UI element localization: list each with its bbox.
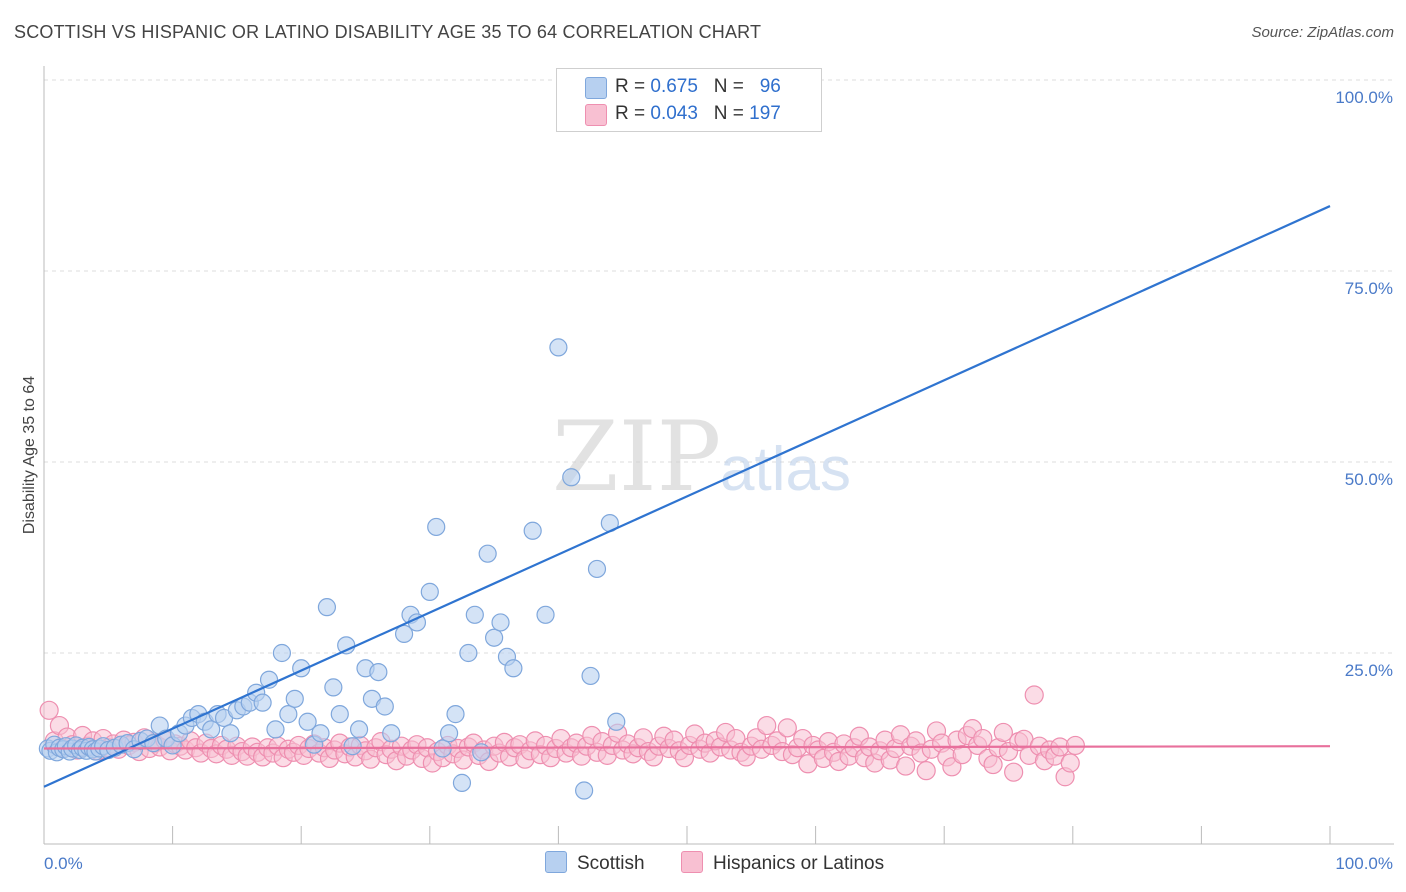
scottish-point [221, 724, 240, 743]
y-tick-label: 75.0% [1345, 279, 1393, 298]
scottish-point [491, 613, 510, 632]
legend-r-label: R = [615, 76, 651, 97]
scottish-point [394, 624, 414, 644]
legend-swatch-hispanic [585, 104, 607, 126]
scottish-point [298, 712, 317, 731]
x-tick-label: 100.0% [1335, 854, 1393, 873]
hispanic-point [896, 756, 916, 776]
trend-lines [43, 205, 1331, 788]
scottish-point [420, 582, 439, 601]
hispanic-point [1065, 735, 1085, 756]
scottish-point [581, 666, 600, 686]
scottish-point [279, 705, 298, 724]
scottish-point [202, 720, 221, 739]
scottish-point [478, 544, 497, 563]
scottish-point [446, 705, 465, 724]
hispanic-point [1024, 685, 1044, 705]
stats-legend: R = 0.675 N = 96 R = 0.043 N = 197 [556, 68, 822, 132]
scottish-point [523, 521, 542, 540]
scottish-point [549, 338, 568, 357]
hispanic-point [757, 715, 777, 736]
scottish-point [382, 724, 401, 743]
scottish-point [575, 781, 594, 800]
scottish-point [472, 743, 491, 762]
scottish-point [343, 737, 362, 756]
scottish-trend-line [43, 205, 1331, 788]
hispanic-point [952, 745, 972, 765]
grid-lines [44, 79, 1394, 654]
bottom-legend-swatch-scottish [545, 851, 567, 873]
legend-n-label: N = [713, 103, 750, 124]
scottish-point [324, 678, 343, 697]
bottom-legend-scottish: Scottish [545, 851, 645, 875]
scottish-point [266, 720, 285, 739]
bottom-legend-hispanic: Hispanics or Latinos [681, 851, 884, 875]
scottish-point [504, 659, 523, 678]
scottish-point [330, 705, 349, 724]
hispanic-point [1060, 753, 1080, 773]
y-tick-label: 50.0% [1345, 470, 1393, 489]
watermark-atlas: atlas [720, 435, 851, 504]
hispanic-trend-line [43, 745, 1331, 750]
legend-r-value-hispanic: 0.043 [650, 103, 698, 124]
scottish-point [536, 605, 555, 624]
y-tick-label: 25.0% [1345, 661, 1393, 680]
scottish-point [311, 724, 330, 743]
source-label: Source: ZipAtlas.com [1251, 24, 1394, 41]
hispanic-point [1004, 762, 1024, 782]
legend-n-value-scottish: 96 [759, 76, 781, 97]
scottish-point [285, 689, 304, 708]
chart-title: SCOTTISH VS HISPANIC OR LATINO DISABILIT… [14, 22, 762, 42]
hispanic-point [777, 718, 797, 738]
bottom-legend-swatch-hispanic [681, 851, 703, 873]
x-tick-label: 0.0% [44, 854, 83, 873]
scottish-point [452, 773, 472, 792]
scottish-point [439, 724, 459, 743]
scottish-point [375, 697, 394, 716]
scottish-point [317, 598, 337, 617]
tick-labels: 25.0% 50.0% 75.0% 100.0% 0.0% 100.0% [44, 88, 1393, 873]
watermark-zip: ZIP [552, 401, 721, 513]
legend-r-label: R = [615, 103, 651, 124]
legend-r-value-scottish: 0.675 [650, 76, 698, 97]
hispanic-point [916, 761, 936, 781]
scottish-point [253, 693, 272, 712]
y-tick-label: 100.0% [1335, 88, 1393, 107]
scottish-point [562, 468, 581, 487]
hispanic-point [39, 700, 59, 720]
legend-swatch-scottish [585, 77, 607, 99]
hispanic-points [39, 685, 1085, 787]
legend-n-label: N = [713, 76, 750, 97]
scottish-point [465, 605, 484, 624]
hispanic-point [942, 757, 962, 777]
hispanic-point [983, 754, 1003, 775]
scottish-point [272, 643, 292, 663]
y-axis-label: Disability Age 35 to 64 [21, 376, 38, 534]
scottish-point [459, 643, 478, 663]
legend-n-value-hispanic: 197 [749, 103, 781, 124]
scottish-point [369, 662, 388, 682]
scottish-point [587, 559, 607, 579]
scottish-point [349, 720, 369, 739]
bottom-legend-label-scottish: Scottish [577, 853, 645, 874]
hispanic-point [993, 722, 1013, 743]
scottish-point [607, 712, 626, 731]
scottish-point [485, 628, 504, 647]
bottom-legend-label-hispanic: Hispanics or Latinos [713, 853, 885, 874]
scottish-point [427, 517, 446, 537]
